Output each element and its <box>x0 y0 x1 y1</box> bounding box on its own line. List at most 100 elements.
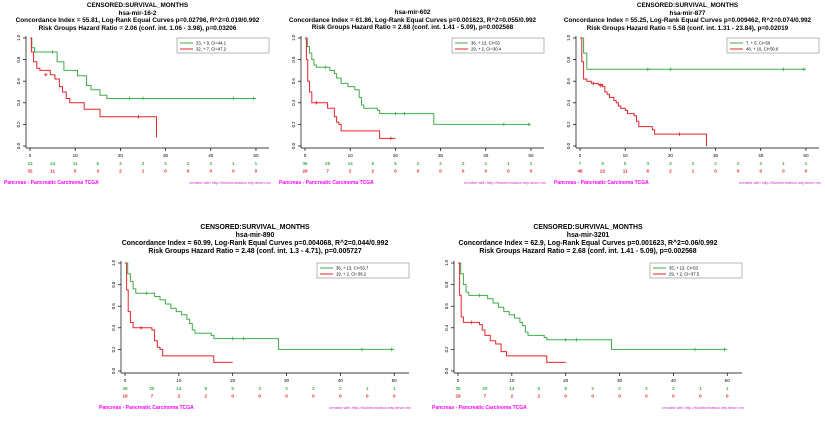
at-risk-row: 35 20 14 5 5 2 2 2 2 1 1 <box>455 386 729 391</box>
at-risk-count: 2 <box>349 168 352 173</box>
plot-gene: hsa-mir-602 <box>394 9 431 16</box>
y-tick-label: 0.6 <box>291 77 296 84</box>
plot-title: CENSORED:SURVIVAL_MONTHS <box>636 2 739 9</box>
legend: 36, + 13, CI=53.719, + 2, CI=38.2 <box>316 262 410 278</box>
at-risk-count: 0 <box>484 168 487 173</box>
at-risk-count: 7 <box>326 168 329 173</box>
y-tick-label: 0.6 <box>444 302 449 309</box>
dataset-label: Pancreas - Pancreatic Carcinoma TCGA <box>432 404 527 411</box>
plot-stats: Concordance Index = 61.86, Log-Rank Equa… <box>288 16 537 24</box>
at-risk-count: 1 <box>393 386 396 391</box>
low-risk-curve <box>30 37 256 100</box>
at-risk-row: 23 14 11 6 3 2 2 2 2 1 1 <box>27 161 257 166</box>
low-risk-censor-mark <box>722 347 727 351</box>
legend-label: 7, + 5, CI=50 <box>746 41 771 46</box>
x-tick-label: 40 <box>483 153 489 158</box>
watermark-link[interactable]: created with http://bioinformatica.mty.i… <box>189 180 271 186</box>
x-tick-label: 50 <box>528 153 534 158</box>
survival-plot-hsa-mir-16-2: CENSORED:SURVIVAL_MONTHS hsa-mir-16-2 Co… <box>0 2 275 186</box>
at-risk-count: 14 <box>176 386 182 391</box>
plot-gene: hsa-mir-16-2 <box>118 9 157 17</box>
plot-gene: hsa-mir-3201 <box>566 232 610 240</box>
x-tick-label: 0 <box>579 153 582 158</box>
x-tick-label: 10 <box>348 153 354 158</box>
at-risk-row: 36 25 14 5 5 2 2 2 2 1 1 <box>302 161 532 166</box>
axes: 0.0 0.2 0.4 0.6 0.8 1.0 0 10 20 30 40 50 <box>444 259 742 383</box>
at-risk-count: 0 <box>394 168 397 173</box>
low-risk-curve <box>580 37 806 70</box>
at-risk-count: 2 <box>439 161 442 166</box>
at-risk-row: 32 11 5 3 2 1 0 0 0 0 0 <box>27 169 257 174</box>
low-risk-censor-mark <box>323 65 328 69</box>
plot-header: CENSORED:SURVIVAL_MONTHS hsa-mir-890 Con… <box>95 224 415 257</box>
low-risk-curve <box>305 37 531 125</box>
at-risk-count: 0 <box>618 393 621 398</box>
y-tick-label: 0.4 <box>444 324 449 331</box>
x-tick-label: 30 <box>713 153 719 158</box>
at-risk-count: 3 <box>669 161 672 166</box>
watermark-link[interactable]: created with http://bioinformatica.mty.i… <box>739 180 821 186</box>
at-risk-count: 36 <box>122 386 128 391</box>
low-risk-censor-mark <box>127 96 132 101</box>
watermark-link[interactable]: created with http://bioinformatica.mty.i… <box>662 404 744 410</box>
y-tick-label: 0.0 <box>566 143 571 150</box>
at-risk-count: 6 <box>647 169 650 174</box>
watermark-link[interactable]: created with http://bioinformatica.mty.i… <box>329 404 411 410</box>
dataset-label: Pancreas - Pancreatic Carcinoma TCGA <box>99 404 194 411</box>
low-risk-censor-mark <box>231 96 236 101</box>
at-risk-count: 0 <box>507 168 510 173</box>
plot-title <box>275 2 550 9</box>
at-risk-count: 1 <box>232 161 235 166</box>
at-risk-count: 5 <box>624 161 627 166</box>
at-risk-count: 2 <box>119 169 122 174</box>
y-tick-label: 0.8 <box>16 56 21 63</box>
low-risk-censor-mark <box>241 336 246 340</box>
low-risk-censor-mark <box>526 122 531 126</box>
axes: 0.0 0.2 0.4 0.6 0.8 1.0 0 10 20 30 40 50 <box>566 35 819 158</box>
at-risk-count: 0 <box>714 169 717 174</box>
at-risk-count: 1 <box>726 386 729 391</box>
survival-plot-hsa-mir-602: hsa-mir-602 Concordance Index = 61.86, L… <box>275 2 550 186</box>
at-risk-count: 0 <box>805 169 808 174</box>
plot-header: CENSORED:SURVIVAL_MONTHS hsa-mir-877 Con… <box>550 2 825 32</box>
at-risk-count: 0 <box>645 393 648 398</box>
dataset-label: Pancreas - Pancreatic Carcinoma TCGA <box>554 180 649 187</box>
axes: 0.0 0.2 0.4 0.6 0.8 1.0 0 10 20 30 40 50 <box>111 259 409 383</box>
low-risk-censor-mark <box>801 67 806 72</box>
low-risk-censor-mark <box>360 347 364 351</box>
at-risk-count: 5 <box>564 386 567 391</box>
at-risk-count: 2 <box>187 161 190 166</box>
at-risk-count: 7 <box>484 393 487 398</box>
high-risk-censor-mark <box>598 83 603 88</box>
high-risk-curve <box>580 37 707 147</box>
at-risk-count: 14 <box>50 161 56 166</box>
plot-hazard: Risk Groups Hazard Ratio = 2.06 (conf. i… <box>38 24 237 32</box>
plot-title: CENSORED:SURVIVAL_MONTHS <box>533 224 643 231</box>
high-risk-censor-mark <box>139 325 143 330</box>
at-risk-count: 0 <box>339 393 342 398</box>
high-risk-censor-mark <box>389 136 393 140</box>
x-tick-label: 0 <box>124 378 127 383</box>
at-risk-count: 1 <box>142 169 145 174</box>
y-tick-label: 1.0 <box>16 35 21 42</box>
low-risk-censor-mark <box>668 67 673 72</box>
at-risk-count: 2 <box>692 161 695 166</box>
legend: 23, + 9, CI=44.132, + 7, CI=47.2 <box>176 37 270 54</box>
high-risk-censor-mark <box>677 132 682 137</box>
plot-header: hsa-mir-602 Concordance Index = 61.86, L… <box>275 2 550 32</box>
x-tick-label: 20 <box>668 153 674 158</box>
at-risk-count: 5 <box>372 161 375 166</box>
survival-plot-hsa-mir-877: CENSORED:SURVIVAL_MONTHS hsa-mir-877 Con… <box>550 2 825 186</box>
x-tick-label: 30 <box>438 153 444 158</box>
at-risk-count: 3 <box>258 386 261 391</box>
low-risk-censor-mark <box>574 337 579 342</box>
at-risk-count: 0 <box>699 393 702 398</box>
plot-footer: Pancreas - Pancreatic Carcinoma TCGA cre… <box>550 180 825 186</box>
y-tick-label: 0.6 <box>16 78 21 85</box>
watermark-link[interactable]: created with http://bioinformatica.mty.i… <box>464 179 546 185</box>
